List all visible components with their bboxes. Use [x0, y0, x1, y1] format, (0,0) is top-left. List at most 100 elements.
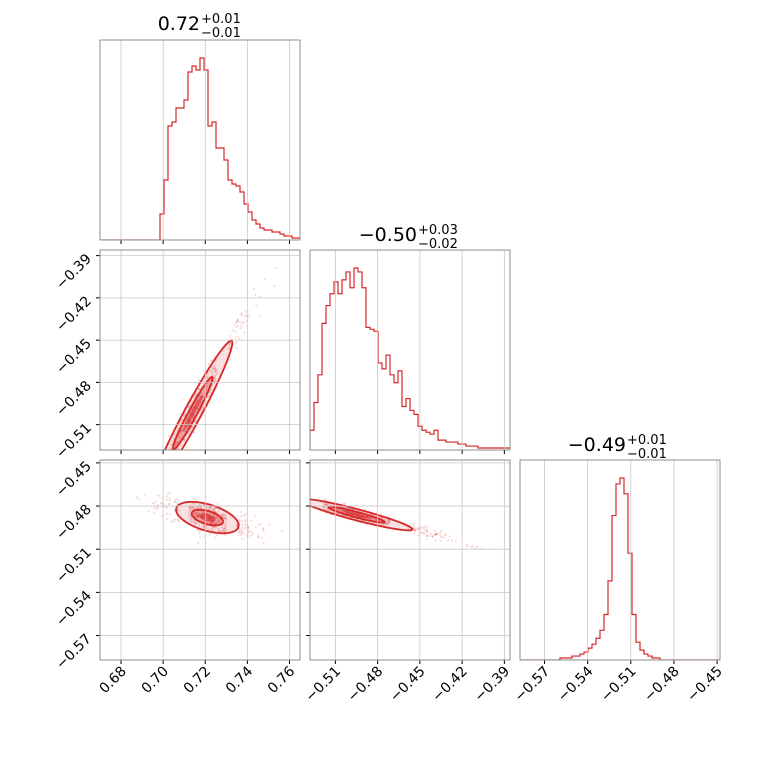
hist-frame-1: [309, 249, 511, 451]
scatter-point: [177, 520, 180, 523]
scatter-point: [215, 516, 218, 520]
scatter-point: [451, 539, 454, 542]
scatter-point: [222, 527, 225, 530]
contour-line-inner: [327, 505, 386, 524]
scatter-point: [166, 493, 169, 496]
scatter-point: [175, 441, 178, 444]
scatter-point: [218, 518, 221, 521]
scatter-point: [201, 406, 204, 409]
scatter-point: [217, 527, 220, 530]
scatter-point: [211, 365, 214, 368]
scatter-point: [236, 324, 239, 328]
scatter-point: [202, 525, 205, 528]
scatter-point: [239, 510, 242, 514]
scatter-point: [197, 514, 200, 517]
scatter-point: [228, 343, 231, 346]
scatter-point: [203, 527, 206, 530]
scatter-point: [236, 318, 240, 321]
scatter-point: [190, 426, 193, 430]
scatter-point: [169, 520, 172, 523]
scatter-point: [210, 359, 213, 362]
scatter-point: [195, 521, 198, 525]
scatter-point: [87, 587, 89, 589]
scatter-point: [243, 331, 246, 334]
scatter-point: [215, 371, 218, 374]
scatter-point: [274, 266, 277, 270]
scatter-point: [208, 370, 211, 373]
scatter-point: [194, 513, 198, 516]
scatter-point: [178, 412, 182, 415]
scatter-point: [220, 526, 224, 529]
scatter-point: [212, 507, 216, 510]
scatter-point: [442, 536, 445, 539]
scatter-point: [209, 506, 213, 509]
scatter-point: [235, 524, 239, 527]
scatter-point: [211, 372, 214, 375]
scatter-point: [219, 513, 223, 516]
scatter-point: [206, 527, 209, 530]
hist-panel-0: [99, 39, 301, 244]
scatter-point: [281, 529, 284, 532]
scatter-point: [427, 534, 430, 538]
scatter-point: [238, 321, 241, 324]
scatter-point: [181, 418, 184, 421]
scatter-point: [171, 456, 173, 458]
scatter-point: [192, 431, 196, 434]
scatter-point: [168, 491, 171, 494]
scatter-point: [238, 531, 241, 534]
scatter-point: [205, 376, 208, 379]
scatter-point: [196, 529, 200, 532]
scatter-point: [217, 529, 221, 532]
scatter-point: [201, 406, 204, 409]
scatter-point: [135, 495, 138, 499]
histogram-1: [310, 267, 510, 450]
scatter-point: [207, 507, 210, 510]
scatter-point: [217, 509, 220, 512]
scatter-point: [212, 514, 216, 517]
scatter-point: [198, 512, 201, 515]
scatter-point: [235, 523, 239, 527]
scatter-point: [227, 347, 230, 350]
scatter-point: [210, 366, 213, 370]
scatter-point: [240, 523, 244, 526]
scatter-point: [213, 375, 216, 378]
scatter-point: [188, 512, 191, 515]
scatter-point: [324, 502, 327, 505]
scatter-point: [187, 515, 190, 518]
scatter-point: [340, 509, 343, 512]
scatter-point: [228, 342, 232, 345]
scatter-point: [191, 426, 194, 429]
scatter-point: [183, 413, 186, 416]
scatter-point: [221, 514, 224, 517]
x-tick-label: −0.51: [598, 664, 640, 706]
scatter-point: [209, 521, 212, 524]
scatter-point: [201, 510, 204, 513]
scatter-point: [176, 447, 180, 450]
scatter-point: [261, 527, 264, 530]
contour-frame: [309, 459, 511, 661]
scatter-point: [439, 539, 442, 542]
scatter-point: [188, 430, 192, 433]
scatter-point: [235, 325, 238, 329]
hist-frame-0: [99, 39, 301, 241]
scatter-point: [325, 502, 329, 505]
contour-panel-1-2-background: [310, 460, 510, 660]
scatter-point: [137, 497, 140, 500]
scatter-point: [425, 533, 428, 537]
scatter-point: [212, 508, 215, 511]
scatter-point: [216, 511, 219, 514]
scatter-point: [176, 441, 179, 444]
scatter-point: [199, 536, 202, 539]
scatter-point: [435, 533, 438, 536]
scatter-point: [241, 314, 244, 317]
scatter-point: [196, 516, 200, 519]
scatter-point: [171, 440, 174, 443]
scatter-point: [192, 497, 195, 500]
scatter-point: [155, 507, 158, 510]
scatter-point: [205, 384, 208, 387]
scatter-point: [435, 532, 438, 535]
scatter-point: [244, 315, 247, 318]
scatter-point: [163, 503, 166, 506]
scatter-point: [211, 521, 214, 524]
scatter-point: [165, 495, 168, 498]
